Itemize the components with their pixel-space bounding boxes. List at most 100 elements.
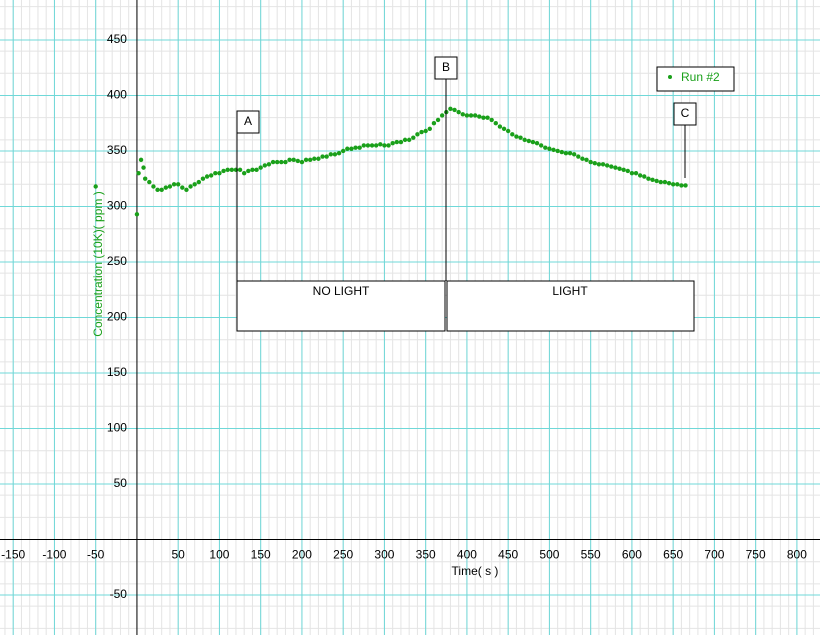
data-point xyxy=(188,184,193,189)
data-point xyxy=(320,154,325,159)
data-point xyxy=(559,149,564,155)
y-tick-label: 150 xyxy=(107,365,127,379)
data-point xyxy=(609,164,614,169)
data-point xyxy=(340,148,346,154)
x-tick-label: 650 xyxy=(663,548,683,562)
data-point xyxy=(518,135,523,140)
data-point xyxy=(617,166,622,171)
data-point xyxy=(382,143,387,148)
data-point xyxy=(142,176,148,181)
annotation-box xyxy=(446,280,695,332)
data-point xyxy=(538,143,544,148)
legend: Run #2 xyxy=(656,66,735,92)
y-tick-label: 100 xyxy=(107,421,127,435)
data-point xyxy=(526,138,531,144)
x-tick-label: -100 xyxy=(42,548,66,562)
x-tick-label: 400 xyxy=(457,548,477,562)
data-point xyxy=(138,157,144,163)
data-point xyxy=(324,154,329,159)
data-point xyxy=(489,117,494,123)
x-tick-label: 100 xyxy=(209,548,229,562)
data-point xyxy=(93,184,98,189)
data-point xyxy=(307,157,313,163)
data-point xyxy=(588,159,593,165)
data-point xyxy=(427,126,432,131)
legend-label: Run #2 xyxy=(681,70,720,84)
annotation-box xyxy=(236,110,260,134)
x-tick-label: 700 xyxy=(704,548,724,562)
data-point xyxy=(584,157,589,163)
x-axis-label: Time( s ) xyxy=(452,564,499,578)
data-point xyxy=(159,187,164,193)
data-point xyxy=(625,168,630,174)
data-point xyxy=(394,139,400,145)
data-point xyxy=(464,113,470,118)
data-point xyxy=(225,167,230,173)
data-point xyxy=(439,113,445,118)
data-point xyxy=(136,170,141,176)
data-point xyxy=(208,173,214,178)
data-point xyxy=(192,182,197,187)
data-point xyxy=(369,143,375,148)
data-point xyxy=(303,157,309,163)
y-axis-label: Concentration (10K)( ppm ) xyxy=(91,191,105,336)
data-point xyxy=(221,168,226,174)
data-point xyxy=(175,182,181,187)
data-point xyxy=(241,170,247,176)
data-point xyxy=(295,158,301,164)
data-point xyxy=(279,159,284,165)
y-tick-label: 400 xyxy=(107,88,127,102)
data-point xyxy=(213,170,218,176)
data-point xyxy=(357,145,362,150)
data-point xyxy=(254,167,259,173)
data-point xyxy=(141,165,146,170)
data-point xyxy=(670,182,676,187)
data-point xyxy=(258,165,263,170)
x-tick-label: 550 xyxy=(581,548,601,562)
data-point xyxy=(658,179,663,185)
data-point xyxy=(312,156,317,161)
annotation-box xyxy=(236,280,446,332)
data-point xyxy=(571,152,577,157)
legend-box xyxy=(656,66,735,92)
annotation-label: B xyxy=(442,60,450,74)
data-point xyxy=(167,184,173,189)
x-tick-label: 750 xyxy=(746,548,766,562)
data-point xyxy=(666,180,672,186)
annotation-label: NO LIGHT xyxy=(313,284,370,298)
data-point xyxy=(361,143,367,148)
data-point xyxy=(460,112,465,117)
x-tick-label: -50 xyxy=(87,548,105,562)
x-tick-label: 800 xyxy=(787,548,807,562)
data-point xyxy=(662,179,668,185)
data-point xyxy=(411,135,416,140)
data-point xyxy=(163,185,169,190)
data-point xyxy=(349,146,354,151)
data-point xyxy=(675,182,680,187)
data-point xyxy=(468,113,474,118)
data-point xyxy=(398,139,404,145)
data-point xyxy=(563,150,569,156)
data-point xyxy=(629,170,635,176)
data-point xyxy=(196,179,202,185)
data-point xyxy=(386,143,391,148)
data-point xyxy=(345,146,350,151)
data-point xyxy=(353,145,358,150)
data-point xyxy=(180,185,185,190)
y-tick-label: -50 xyxy=(110,587,128,601)
data-point xyxy=(274,159,280,165)
annotation-a: A xyxy=(236,110,260,145)
x-tick-label: 250 xyxy=(333,548,353,562)
data-point xyxy=(151,184,156,189)
data-point xyxy=(435,117,441,123)
y-tick-label: 250 xyxy=(107,254,127,268)
x-tick-label: 200 xyxy=(292,548,312,562)
data-point xyxy=(419,129,424,135)
data-point xyxy=(637,173,643,178)
data-point xyxy=(510,132,515,137)
x-tick-label: 50 xyxy=(172,548,186,562)
data-point xyxy=(642,174,647,179)
data-point xyxy=(650,177,655,183)
data-point xyxy=(402,137,408,143)
